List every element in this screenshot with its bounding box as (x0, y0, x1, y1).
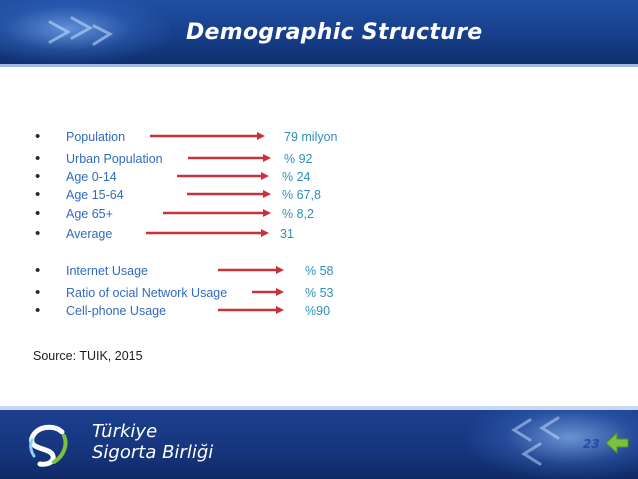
bullet-icon: • (35, 186, 41, 203)
page-number: 23 (583, 437, 600, 451)
item-label: Urban Population (66, 152, 163, 166)
list-item: • Population 79 milyon (0, 128, 638, 146)
brand-logo: Türkiye Sigorta Birliği (24, 420, 213, 470)
list-item: • Cell-phone Usage %90 (0, 302, 638, 320)
back-arrow-icon[interactable] (604, 431, 630, 455)
list-item: • Age 0-14 % 24 (0, 168, 638, 186)
red-arrow-icon (177, 172, 269, 180)
list-item: • Average 31 (0, 225, 638, 243)
item-value: % 53 (305, 286, 334, 300)
brand-name-line1: Türkiye (92, 421, 158, 442)
red-arrow-icon (218, 266, 284, 274)
page-title: Demographic Structure (186, 20, 483, 45)
header-bar: Demographic Structure (0, 0, 638, 64)
item-value: % 24 (282, 170, 311, 184)
item-label: Population (66, 130, 126, 144)
item-value: 79 milyon (284, 130, 338, 144)
list-item: • Age 15-64 % 67,8 (0, 186, 638, 204)
bullet-icon: • (35, 262, 41, 279)
red-arrow-icon (150, 132, 265, 140)
item-value: %90 (305, 304, 331, 318)
item-label: Age 0-14 (66, 170, 117, 184)
item-value: % 67,8 (282, 188, 321, 202)
source-note: Source: TUIK, 2015 (33, 349, 143, 363)
item-label: Average (66, 227, 113, 241)
item-value: % 8,2 (282, 207, 314, 221)
item-value: % 92 (284, 152, 313, 166)
footer-bar: Türkiye Sigorta Birliği (0, 410, 638, 479)
brand-name-line2: Sigorta Birliği (92, 442, 214, 463)
list-item: • Internet Usage % 58 (0, 262, 638, 280)
item-value: 31 (280, 227, 294, 241)
bullet-list: • Population 79 milyon • Urban Populatio… (0, 128, 638, 320)
item-label: Age 15-64 (66, 188, 124, 202)
red-arrow-icon (188, 154, 271, 162)
bullet-icon: • (35, 128, 41, 145)
bullet-icon: • (35, 302, 41, 319)
item-label: Internet Usage (66, 264, 148, 278)
bullet-icon: • (35, 225, 41, 242)
bullet-icon: • (35, 168, 41, 185)
header-decor-arrows-icon (48, 16, 114, 46)
bullet-icon: • (35, 150, 41, 167)
red-arrow-icon (218, 306, 284, 314)
bullet-icon: • (35, 284, 41, 301)
item-label: Cell-phone Usage (66, 304, 167, 318)
list-item: • Age 65+ % 8,2 (0, 205, 638, 223)
item-label: Age 65+ (66, 207, 113, 221)
swirl-logo-icon (29, 424, 68, 467)
red-arrow-icon (252, 288, 284, 296)
bullet-icon: • (35, 205, 41, 222)
list-item: • Ratio of ocial Network Usage % 53 (0, 284, 638, 302)
red-arrow-icon (187, 190, 271, 198)
header-divider (0, 64, 638, 67)
item-value: % 58 (305, 264, 334, 278)
footer-divider (0, 406, 638, 410)
red-arrow-icon (163, 209, 271, 217)
list-item: • Urban Population % 92 (0, 150, 638, 168)
item-label: Ratio of ocial Network Usage (66, 286, 228, 300)
red-arrow-icon (146, 229, 269, 237)
footer-decor-arrows-icon (511, 416, 560, 466)
